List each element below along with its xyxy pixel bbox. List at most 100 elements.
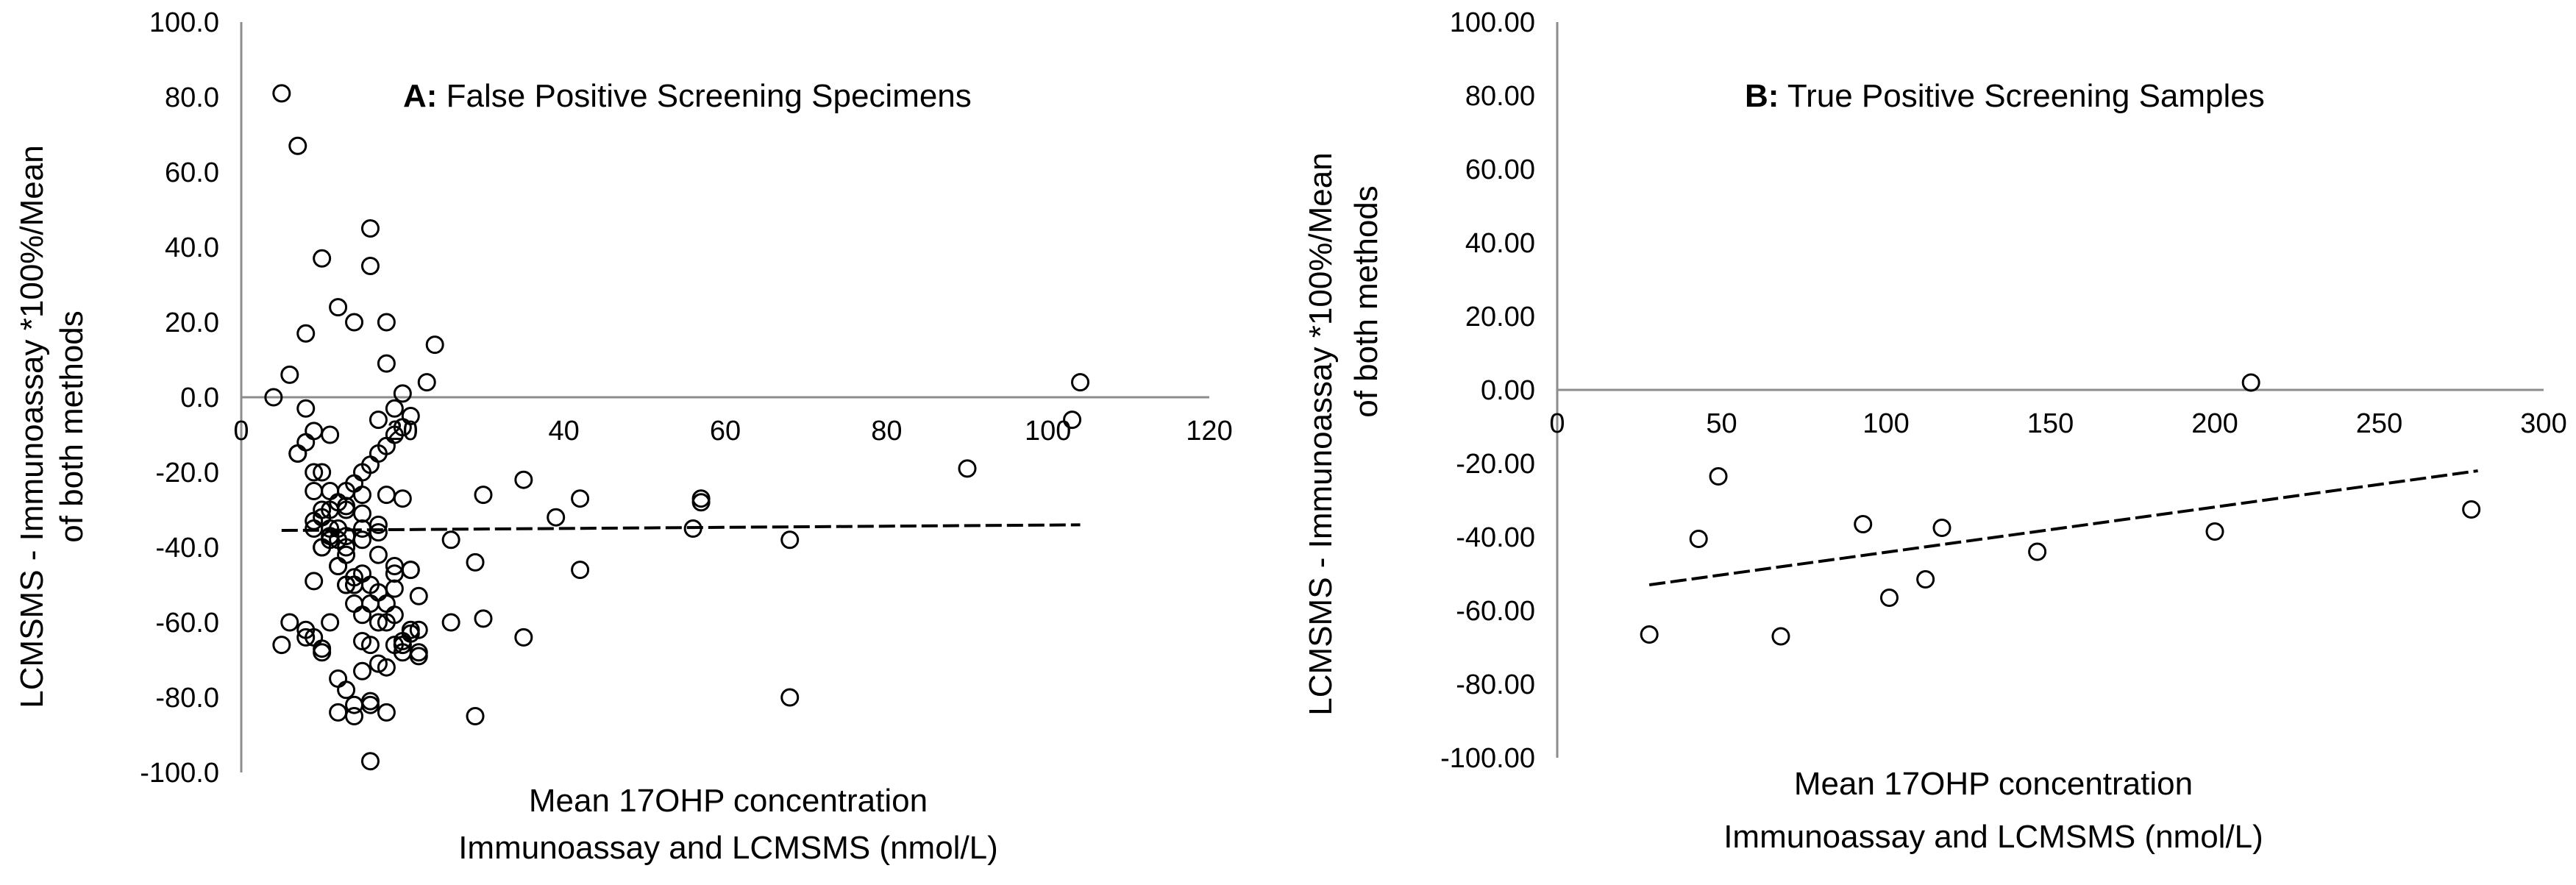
panel-a-data-point [691, 493, 711, 512]
panel-a-data-point [313, 643, 332, 662]
panel-a-data-point [417, 373, 436, 392]
panel-a-x-tick-label: 120 [1186, 416, 1232, 447]
panel-a-data-point [337, 680, 356, 700]
panel-b-title: B: True Positive Screening Samples [1745, 78, 2265, 114]
panel-a-y-tick-label: 20.0 [165, 308, 219, 338]
panel-a-data-point [353, 530, 371, 550]
panel-a-data-point [305, 482, 324, 500]
panel-a-data-point [780, 530, 800, 550]
panel-a-data-point [296, 628, 316, 647]
panel-a-data-point [441, 613, 460, 632]
panel-a-data-point [409, 647, 428, 666]
panel-a-data-point [401, 561, 420, 580]
panel-b-trendline [1648, 469, 2478, 586]
panel-a-data-point [296, 433, 316, 452]
panel-a-data-point [691, 489, 711, 508]
panel-a-data-point [385, 605, 404, 625]
panel-a-data-point [305, 422, 324, 441]
panel-a-title: A: False Positive Screening Specimens [403, 78, 972, 114]
panel-a-data-point [337, 497, 356, 516]
panel-b-y-tick-label: 60.00 [1465, 154, 1535, 185]
panel-a-data-point [280, 365, 299, 384]
panel-a-y-tick-label: 60.0 [165, 157, 219, 188]
panel-b-xlabel-line1: Mean 17OHP concentration [1794, 766, 2193, 802]
panel-b-data-point [2241, 373, 2260, 392]
panel-a-y-tick-label: 100.0 [149, 7, 219, 38]
panel-b-xlabel-line2: Immunoassay and LCMSMS (nmol/L) [1723, 819, 2263, 855]
panel-a-data-point [313, 249, 332, 268]
panel-a-x-tick-label: 0 [233, 416, 249, 447]
panel-a-data-point [296, 399, 316, 418]
panel-a-data-point [321, 613, 340, 632]
panel-b-x-tick-label: 200 [2191, 408, 2238, 439]
panel-a-data-point [1071, 373, 1090, 392]
panel-a-data-point [360, 695, 380, 714]
panel-a-chart: LCMSMS - Immunoassay *100%/Mean of both … [14, 7, 1233, 866]
panel-a-ylabel-line2: of both methods [54, 310, 90, 543]
panel-a-y-tick-label: 80.0 [165, 82, 219, 113]
panel-a-trendline [281, 523, 1081, 533]
panel-b-y-tick-label: -100.00 [1440, 743, 1535, 774]
panel-b-y-tick-label: -20.00 [1456, 449, 1535, 480]
panel-a-data-point [369, 523, 388, 542]
panel-a-data-point [409, 620, 428, 639]
panel-a-data-point [329, 298, 348, 317]
panel-a-data-point [466, 707, 485, 725]
panel-a-y-tick-label: 40.0 [165, 232, 219, 263]
panel-a-data-point [474, 486, 493, 505]
panel-a-data-point [958, 459, 977, 478]
panel-a-data-point [377, 436, 396, 455]
panel-a-data-point [272, 636, 291, 655]
panel-a-data-point [337, 575, 356, 594]
panel-b-data-point [1879, 589, 1899, 607]
panel-a-data-point [393, 418, 412, 437]
panel-a-data-point [409, 643, 428, 662]
panel-a-data-point [466, 552, 485, 572]
panel-a-data-point [329, 557, 348, 575]
panel-a-data-point [1063, 410, 1082, 430]
panel-a-data-point [337, 545, 356, 564]
panel-a-title-text: False Positive Screening Specimens [437, 78, 971, 114]
panel-a-data-point [329, 669, 348, 688]
panel-a-data-point [296, 324, 316, 343]
panel-a-xlabel-line1: Mean 17OHP concentration [529, 783, 928, 819]
panel-b-data-point [1640, 625, 1659, 644]
panel-a-data-point [353, 605, 371, 625]
panel-a-data-point [369, 545, 388, 564]
panel-b-x-tick-label: 250 [2356, 408, 2402, 439]
panel-b-data-point [1771, 627, 1790, 646]
panel-a-data-point [369, 654, 388, 673]
panel-a-y-tick-label: -40.0 [155, 533, 219, 564]
panel-a-data-point [353, 504, 371, 523]
panel-a-data-point [313, 508, 332, 527]
panel-b-data-point [2462, 500, 2481, 519]
panel-a-data-point [377, 594, 396, 613]
panel-a-data-point [369, 613, 388, 632]
panel-a-data-point [360, 257, 380, 275]
panel-a-data-point [780, 688, 800, 707]
panel-a-data-point [393, 636, 412, 655]
panel-a-data-point [393, 489, 412, 508]
panel-a-data-point [321, 425, 340, 444]
panel-a-data-point [514, 628, 533, 647]
panel-a-data-point [321, 530, 340, 550]
panel-a-data-point [377, 313, 396, 332]
panel-b-x-tick-label: 300 [2520, 408, 2566, 439]
panel-a-data-point [345, 594, 364, 613]
panel-b-y-tick-label: -60.00 [1456, 596, 1535, 627]
panel-a-title-bold: A: [403, 78, 437, 114]
panel-b-y-tick-label: 20.00 [1465, 302, 1535, 333]
panel-a-data-point [377, 486, 396, 505]
panel-a-data-point [441, 530, 460, 550]
panel-a-data-point [409, 586, 428, 605]
panel-a-data-point [514, 470, 533, 489]
panel-a-data-point [474, 609, 493, 628]
panel-b-x-tick-label: 100 [1862, 408, 1909, 439]
panel-a-data-point [264, 388, 283, 407]
panel-b-ylabel-line1: LCMSMS - Immunoassay *100%/Mean [1303, 152, 1339, 715]
panel-a-data-point [360, 692, 380, 711]
panel-a-data-point [360, 636, 380, 655]
panel-b-y-tick-label: -40.00 [1456, 522, 1535, 553]
panel-b-y-tick-label: 80.00 [1465, 81, 1535, 112]
